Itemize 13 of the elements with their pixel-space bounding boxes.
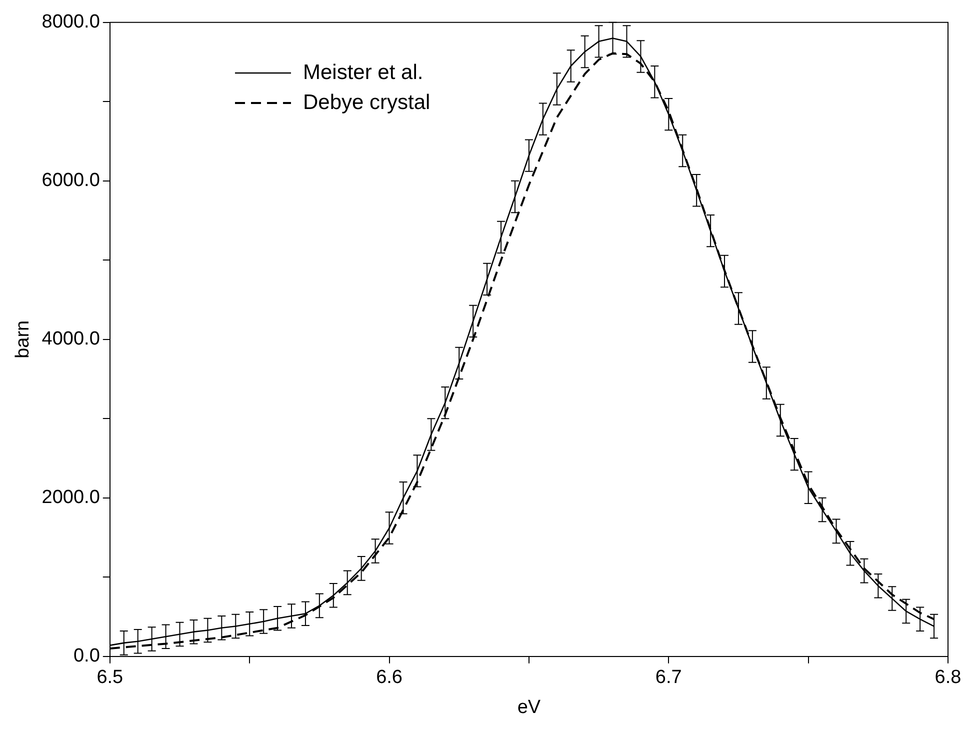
- x-axis-title: eV: [517, 696, 541, 718]
- y-axis-title: barn: [12, 320, 34, 358]
- y-tick-label: 8000.0: [42, 12, 100, 33]
- x-tick-label: 6.6: [376, 667, 402, 688]
- y-tick-label: 4000.0: [42, 328, 100, 350]
- x-tick-label: 6.8: [934, 667, 962, 688]
- x-tick-label: 6.7: [655, 667, 682, 688]
- legend-label: Meister et al.: [303, 60, 424, 86]
- y-tick-label: 0.0: [73, 646, 100, 667]
- legend-label: Debye crystal: [303, 90, 430, 116]
- x-tick-label: 6.5: [96, 667, 124, 688]
- y-tick-label: 2000.0: [42, 487, 100, 508]
- y-tick-label: 6000.0: [42, 170, 100, 192]
